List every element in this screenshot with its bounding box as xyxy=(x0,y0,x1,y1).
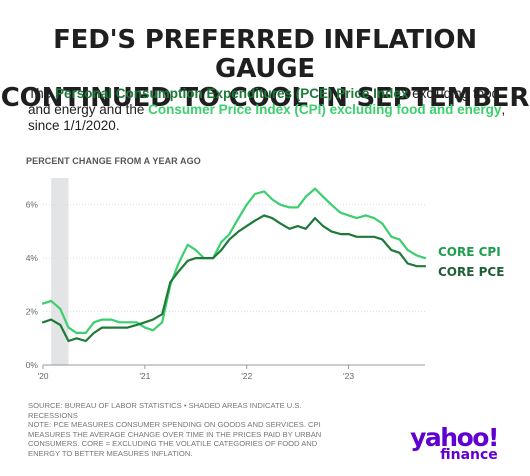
subtitle-pce-name: Personal Consumption Expenditures (PCE) … xyxy=(55,86,409,101)
title-line-1: FED'S PREFERRED INFLATION GAUGE xyxy=(53,25,477,84)
x-tick-label: '21 xyxy=(139,371,150,381)
title-line-2: CONTINUED TO COOL IN SEPTEMBER xyxy=(0,83,530,113)
line-chart: 0% 2% 4% 6% '20 '21 '22 '23 CORE CPI CORE PCE xyxy=(26,178,504,381)
logo-sub-text: finance xyxy=(440,447,498,463)
y-axis-label: PERCENT CHANGE FROM A YEAR AGO xyxy=(26,156,201,166)
y-tick-label: 4% xyxy=(26,253,39,263)
subtitle-part-3: , since 1/1/2020. xyxy=(28,102,506,133)
source-text: SOURCE: BUREAU OF LABOR STATISTICS • SHA… xyxy=(28,401,302,420)
yahoo-finance-logo: yahoo! finance xyxy=(404,423,504,463)
chart-title: FED'S PREFERRED INFLATION GAUGE CONTINUE… xyxy=(0,26,530,113)
subtitle-cpi-name: Consumer Price Index (CPI) excluding foo… xyxy=(148,102,502,117)
x-tick-label: '23 xyxy=(343,371,354,381)
x-tick-label: '20 xyxy=(37,371,48,381)
y-tick-label: 0% xyxy=(26,360,39,370)
series-line xyxy=(41,187,427,334)
y-tick-label: 6% xyxy=(26,200,39,210)
subtitle-part-1: The xyxy=(28,86,56,101)
source-note: SOURCE: BUREAU OF LABOR STATISTICS • SHA… xyxy=(28,401,348,459)
x-tick-label: '22 xyxy=(241,371,252,381)
series-line xyxy=(41,214,427,343)
series-label: CORE CPI xyxy=(438,245,501,259)
chart-subtitle: The Personal Consumption Expenditures (P… xyxy=(28,86,508,134)
subtitle-part-2: excluding food and energy and the xyxy=(28,86,500,117)
series-label: CORE PCE xyxy=(438,265,504,279)
y-tick-label: 2% xyxy=(26,307,39,317)
note-text: NOTE: PCE MEASURES CONSUMER SPENDING ON … xyxy=(28,420,322,458)
logo-main-text: yahoo! xyxy=(410,423,499,452)
